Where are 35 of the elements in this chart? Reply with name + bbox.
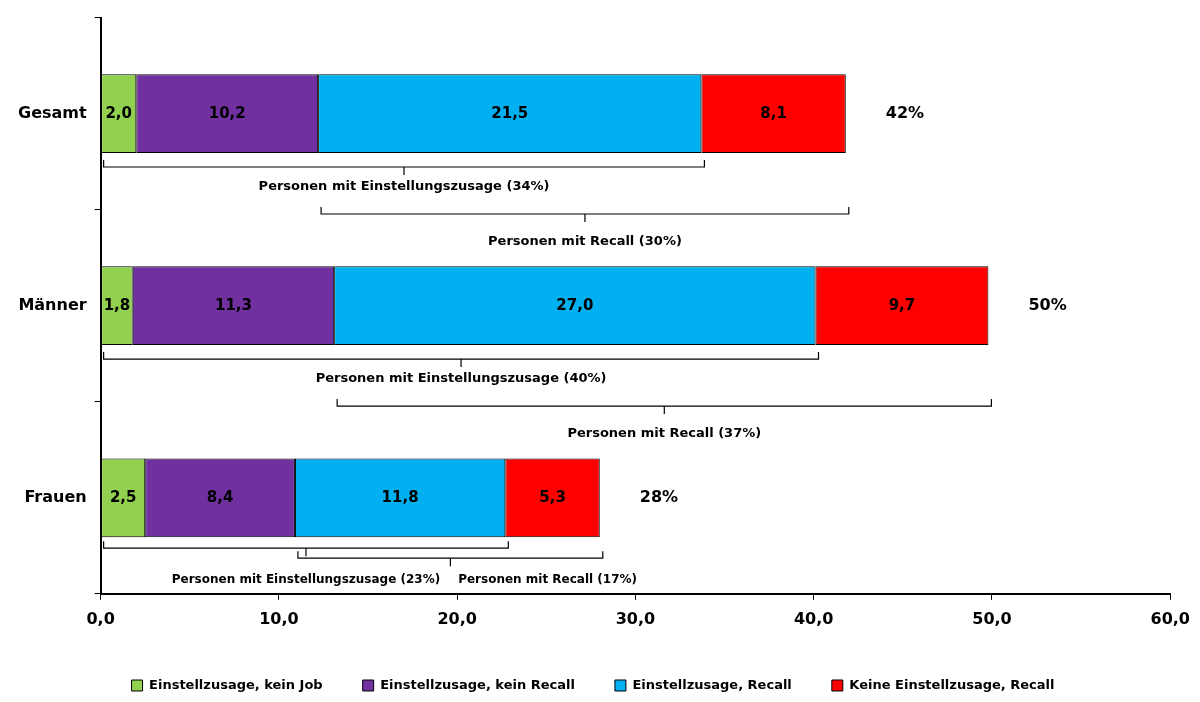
data-label: 11,3 (214, 295, 252, 314)
data-label: 2,0 (105, 103, 132, 122)
x-tick-label: 0,0 (86, 608, 115, 628)
legend-label: Einstellzusage, kein Recall (380, 676, 575, 692)
data-label: 27,0 (556, 295, 594, 314)
data-label: 8,4 (206, 487, 234, 506)
data-label: 10,2 (208, 103, 246, 122)
data-label: 2,5 (109, 487, 137, 506)
legend-label: Einstellzusage, Recall (632, 676, 792, 692)
legend-label: Einstellzusage, kein Job (149, 676, 323, 692)
total-label: 42% (885, 102, 925, 122)
data-label: 8,1 (760, 103, 787, 122)
data-label: 5,3 (539, 487, 566, 506)
y-tick-label: Männer (18, 294, 87, 314)
x-tick-label: 50,0 (972, 608, 1012, 628)
data-label: 11,8 (381, 487, 419, 506)
y-tick-label: Frauen (24, 486, 87, 506)
annotation: Personen mit Einstellungszusage (23%) (171, 572, 441, 587)
total-label: 50% (1028, 294, 1067, 314)
annotation: Personen mit Einstellungszusage (34%) (258, 178, 550, 194)
annotation: Personen mit Recall (30%) (488, 233, 682, 249)
x-tick-label: 10,0 (259, 608, 299, 628)
annotation: Personen mit Einstellungszusage (40%) (315, 370, 607, 386)
total-label: 28% (639, 486, 679, 506)
x-tick-label: 20,0 (437, 608, 477, 628)
annotation: Personen mit Recall (17%) (458, 572, 638, 587)
y-tick-label: Gesamt (18, 102, 87, 122)
x-tick-label: 40,0 (793, 608, 834, 628)
data-label: 21,5 (491, 103, 529, 122)
data-label: 9,7 (888, 295, 916, 314)
data-label: 1,8 (103, 295, 131, 314)
x-tick-label: 30,0 (615, 608, 656, 628)
x-tick-label: 60,0 (1150, 608, 1190, 628)
annotation: Personen mit Recall (37%) (567, 425, 762, 441)
legend-label: Keine Einstellzusage, Recall (849, 676, 1055, 692)
